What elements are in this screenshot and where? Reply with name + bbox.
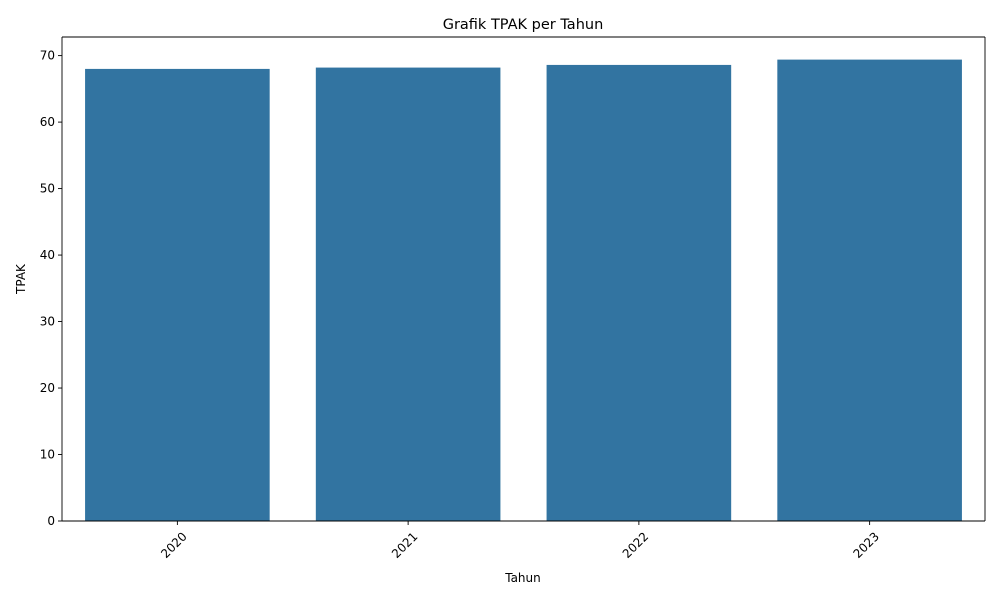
y-tick-label: 70	[40, 49, 55, 63]
bar-2020	[85, 68, 270, 522]
x-tick-label: 2023	[850, 529, 881, 560]
x-tick-label: 2020	[158, 529, 189, 560]
bar-2022	[546, 64, 732, 521]
plot-frame	[61, 36, 986, 522]
chart-title: Grafik TPAK per Tahun	[443, 17, 604, 33]
y-tick-label: 30	[40, 315, 55, 329]
bars-group	[85, 59, 962, 522]
bar-2021	[315, 67, 501, 521]
y-tick-label: 0	[47, 514, 55, 528]
x-axis-ticks: 2020 2021 2022 2023	[158, 521, 882, 561]
bar-2023	[777, 59, 962, 521]
y-tick-label: 40	[40, 248, 55, 262]
x-tick-label: 2021	[389, 529, 420, 560]
y-tick-label: 10	[40, 448, 55, 462]
x-axis-label: Tahun	[504, 571, 541, 585]
y-axis-ticks: 0 10 20 30 40 50 60 70	[40, 49, 62, 528]
y-tick-label: 50	[40, 182, 55, 196]
y-tick-label: 60	[40, 115, 55, 129]
x-tick-label: 2022	[620, 529, 651, 560]
y-axis-label: TPAK	[14, 263, 28, 295]
y-tick-label: 20	[40, 381, 55, 395]
